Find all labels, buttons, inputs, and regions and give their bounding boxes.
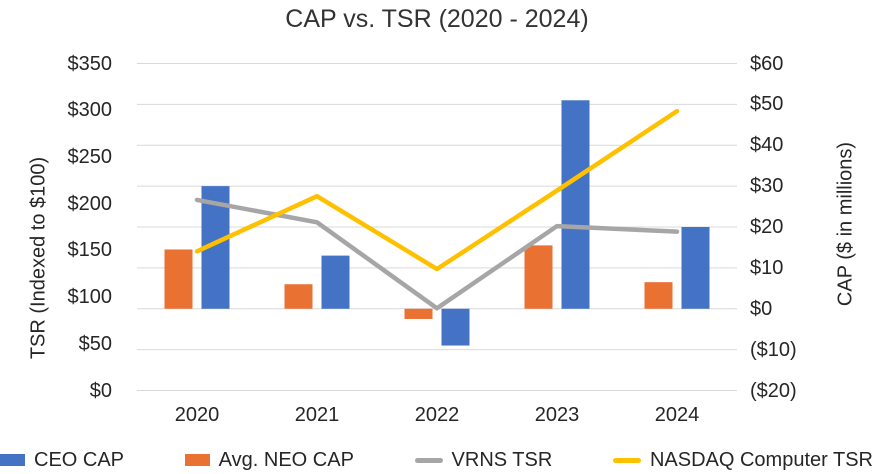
legend-item-nasdaq-computer-tsr: NASDAQ Computer TSR (612, 448, 873, 472)
left-axis-tick-label: $250 (67, 145, 113, 168)
bar-avg-neo-cap (404, 308, 433, 319)
x-axis-label: 2021 (294, 404, 340, 426)
right-axis-tick-label: $40 (750, 134, 784, 157)
right-axis-tick-label: $30 (750, 175, 784, 198)
left-axis-tick-label: $300 (67, 99, 113, 122)
right-axis-tick-label: $20 (750, 216, 784, 238)
legend-item-ceo-cap: CEO CAP (0, 449, 124, 472)
legend-label: VRNS TSR (451, 448, 553, 471)
legend-label: CEO CAP (34, 448, 125, 471)
right-axis-tick-label: ($10) (750, 338, 797, 361)
legend-item-avg-neo-cap: Avg. NEO CAP (184, 448, 354, 472)
left-axis-tick-label: $100 (67, 286, 113, 309)
x-axis-label: 2023 (534, 404, 580, 426)
right-axis-tick-label: $10 (750, 256, 784, 279)
left-axis-tick-label: $150 (67, 239, 113, 262)
left-axis-tick-label: $0 (89, 379, 112, 402)
right-axis-tick-label: $60 (750, 52, 784, 75)
x-axis-label: 2024 (654, 404, 700, 426)
right-axis-tick-label: $0 (750, 297, 773, 320)
bar-ceo-cap (681, 227, 710, 309)
line-nasdaq-computer-tsr (194, 108, 680, 272)
left-axis-title: TSR (Indexed to $100) (27, 156, 50, 360)
bar-ceo-cap (321, 255, 350, 309)
left-axis-tick-label: $50 (78, 332, 112, 355)
chart-title: CAP vs. TSR (2020 - 2024) (285, 5, 589, 33)
legend-bar-swatch-ceo-cap (0, 454, 25, 466)
legend-item-vrns-tsr: VRNS TSR (414, 448, 553, 472)
left-axis-tick-label: $200 (67, 192, 113, 215)
left-axis-tick-label: $350 (67, 52, 113, 75)
legend: CEO CAP Avg. NEO CAP VRNS TSR NASDAQ Comput… (0, 447, 873, 473)
bar-avg-neo-cap (644, 282, 673, 309)
bar-avg-neo-cap (524, 245, 553, 309)
x-axis-label: 2022 (414, 404, 460, 426)
x-axis-label: 2020 (174, 404, 220, 426)
legend-line-swatch-vrns-tsr (414, 457, 443, 463)
legend-bar-swatch-avg-neo-cap (184, 454, 210, 466)
bar-ceo-cap (561, 100, 590, 309)
right-axis-tick-label: ($20) (750, 379, 797, 402)
bar-avg-neo-cap (284, 284, 313, 309)
right-axis-tick-label: $50 (750, 93, 784, 116)
bar-ceo-cap (441, 308, 470, 346)
legend-line-swatch-nasdaq-computer-tsr (612, 457, 641, 463)
legend-label: Avg. NEO CAP (218, 448, 354, 471)
legend-label: NASDAQ Computer TSR (649, 448, 873, 471)
bar-avg-neo-cap (164, 249, 193, 309)
right-axis-title: CAP ($ in millions) (834, 141, 857, 307)
